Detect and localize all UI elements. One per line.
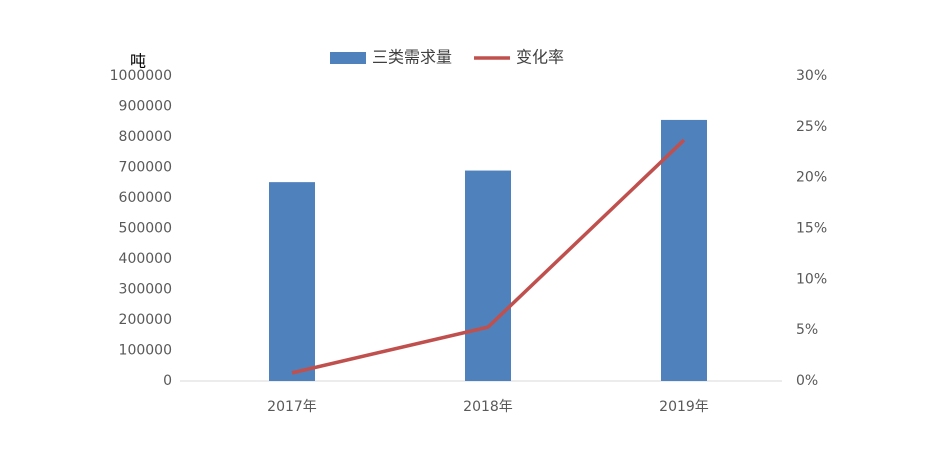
y-tick-label: 1000000	[110, 68, 172, 84]
y-tick-label: 900000	[119, 99, 172, 115]
y2-tick-label: 30%	[796, 68, 827, 84]
y-tick-label: 700000	[119, 160, 172, 176]
bar	[465, 170, 511, 381]
y2-tick-label: 10%	[796, 271, 827, 287]
legend-label: 变化率	[516, 48, 564, 67]
y-tick-label: 400000	[119, 251, 172, 267]
y-tick-label: 300000	[119, 282, 172, 298]
y2-tick-label: 25%	[796, 119, 827, 135]
x-tick-label: 2017年	[267, 399, 317, 415]
x-tick-label: 2019年	[659, 399, 709, 415]
x-tick-label: 2018年	[463, 399, 513, 415]
y-axis-label: 吨	[130, 52, 146, 71]
legend-label: 三类需求量	[372, 48, 452, 67]
y-tick-label: 600000	[119, 190, 172, 206]
y2-tick-label: 0%	[796, 373, 818, 389]
y2-tick-label: 5%	[796, 322, 818, 338]
y2-tick-label: 15%	[796, 221, 827, 237]
y-tick-label: 100000	[119, 343, 172, 359]
y2-tick-label: 20%	[796, 170, 827, 186]
line	[291, 138, 686, 375]
y-tick-label: 200000	[119, 312, 172, 328]
y-tick-label: 0	[163, 373, 172, 389]
legend-swatch	[330, 52, 366, 64]
y-tick-label: 800000	[119, 129, 172, 145]
bar	[661, 119, 707, 382]
y-tick-label: 500000	[119, 221, 172, 237]
bar	[269, 182, 315, 381]
